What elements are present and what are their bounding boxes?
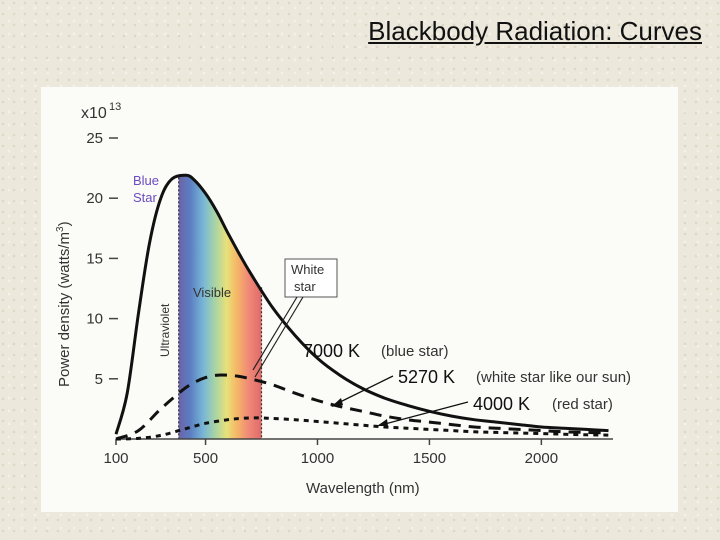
label-4000k-desc: (red star): [552, 396, 613, 413]
y-axis-label: Power density (watts/m3): [55, 221, 73, 387]
visible-spectrum-band: [178, 175, 262, 439]
y-tick-label-20: 20: [86, 190, 103, 207]
y-tick-label-10: 10: [86, 311, 103, 328]
label-5270k-temp: 5270 K: [398, 367, 455, 387]
arrow-4000k-head: [377, 419, 388, 426]
ultraviolet-label: Ultraviolet: [158, 303, 172, 357]
y-multiplier-exp: 13: [109, 101, 121, 113]
y-label-sup: 3: [55, 226, 66, 232]
white-star-label-2: star: [294, 279, 316, 294]
y-tick-label-25: 25: [86, 130, 103, 147]
curve-4000k: [115, 416, 609, 441]
label-7000k-desc: (blue star): [381, 343, 449, 360]
curve-7000k: [114, 173, 609, 435]
y-label-close: ): [56, 221, 73, 226]
arrow-5270k-head: [331, 398, 343, 407]
label-5270k-desc: (white star like our sun): [476, 369, 631, 386]
visible-label: Visible: [193, 285, 231, 300]
arrow-5270k-line: [333, 375, 394, 406]
label-7000k-temp: 7000 K: [303, 341, 360, 361]
arrow-4000k-line: [380, 401, 469, 426]
figure-panel: 100 500 1000 1500 2000 5 10 15 20 25 x10 13 Power…: [41, 87, 678, 512]
x-tick-label-100: 100: [103, 450, 128, 467]
x-tick-label-2000: 2000: [525, 450, 558, 467]
blue-star-label-1: Blue: [133, 173, 159, 188]
curve-5270k: [115, 373, 609, 441]
axes: 100 500 1000 1500 2000 5 10 15 20 25: [86, 130, 613, 467]
x-tick-label-500: 500: [193, 450, 218, 467]
y-tick-label-15: 15: [86, 250, 103, 267]
svg-text:Power density (watts/m3): Power density (watts/m3): [55, 221, 73, 387]
x-tick-label-1500: 1500: [413, 450, 446, 467]
y-tick-label-5: 5: [95, 371, 103, 388]
blue-star-label-2: Star: [133, 190, 158, 205]
slide-title: Blackbody Radiation: Curves: [368, 16, 702, 46]
x-axis-label: Wavelength (nm): [306, 480, 420, 497]
white-star-pointer-1: [252, 296, 298, 371]
x-tick-label-1000: 1000: [301, 450, 334, 467]
y-label-main: Power density (watts/m: [56, 232, 73, 387]
white-star-callout-box: [284, 258, 338, 298]
white-star-label-1: White: [291, 262, 324, 277]
white-star-pointer-2: [254, 296, 304, 378]
y-multiplier-base: x10: [81, 105, 107, 122]
label-4000k-temp: 4000 K: [473, 394, 530, 414]
blackbody-chart: 100 500 1000 1500 2000 5 10 15 20 25 x10 13 Power…: [55, 101, 631, 497]
